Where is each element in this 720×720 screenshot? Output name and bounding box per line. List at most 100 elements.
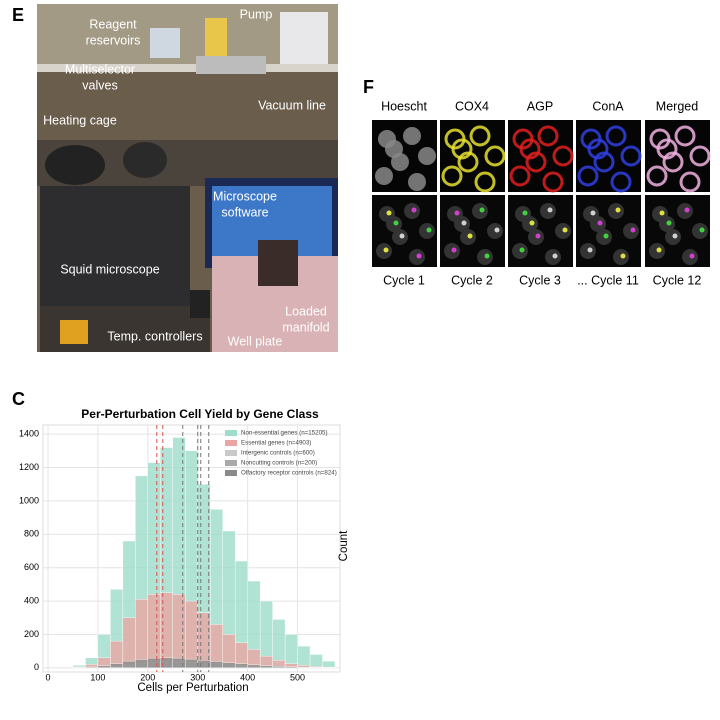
spot	[699, 227, 705, 233]
photo-annotation: Squid microscope	[60, 262, 159, 276]
cell	[679, 171, 701, 193]
cell	[593, 151, 615, 173]
histogram-bar	[147, 657, 161, 669]
cell	[484, 145, 506, 167]
panel-label: C	[12, 389, 25, 409]
spot	[461, 220, 467, 226]
y-tick-label: 1000	[19, 495, 39, 505]
cell	[577, 165, 599, 187]
histogram-bar	[234, 663, 248, 669]
x-axis-label: Cells per Perturbation	[137, 682, 248, 694]
spot	[426, 227, 432, 233]
channel-label: Merged	[656, 99, 698, 113]
cell	[457, 151, 479, 173]
spot	[484, 253, 490, 259]
spot	[603, 233, 609, 239]
y-tick-label: 1400	[19, 429, 39, 439]
y-tick-label: 200	[24, 629, 39, 639]
spot	[684, 207, 690, 213]
cell	[662, 151, 684, 173]
cycle-label: Cycle 1	[383, 273, 425, 287]
cell	[689, 145, 711, 167]
channel-label: COX4	[455, 99, 489, 113]
spot	[399, 233, 405, 239]
photo-annotation: Loaded	[285, 304, 327, 318]
cell	[646, 165, 668, 187]
legend-swatch	[225, 430, 237, 436]
histogram-bar	[147, 594, 161, 669]
photo-annotation: Reagent	[89, 17, 137, 31]
cell	[375, 167, 393, 185]
x-tick-label: 0	[45, 672, 50, 682]
photo-annotation: Microscope	[213, 189, 277, 203]
legend-label: Noncutting controls (n=200)	[241, 460, 317, 467]
photo-annotation: Heating cage	[43, 113, 117, 127]
histogram-bar	[160, 592, 173, 669]
cell	[385, 140, 403, 158]
histogram-bar	[135, 659, 149, 669]
cell	[509, 165, 531, 187]
spot	[689, 253, 695, 259]
channel-label: AGP	[527, 99, 553, 113]
cell	[525, 151, 547, 173]
cell	[519, 138, 541, 160]
x-tick-label: 400	[240, 672, 255, 682]
cell	[620, 145, 642, 167]
spot	[659, 210, 665, 216]
cycle-label: ... Cycle 11	[577, 273, 639, 287]
spot	[666, 220, 672, 226]
histogram-bar	[97, 665, 111, 669]
y-tick-label: 0	[34, 662, 39, 672]
channel-label: Hoescht	[381, 99, 427, 113]
spot	[562, 227, 568, 233]
cell	[403, 127, 421, 145]
spot	[656, 247, 662, 253]
cell	[451, 138, 473, 160]
histogram-bar	[247, 664, 261, 669]
spot	[547, 207, 553, 213]
histogram-bar	[172, 594, 186, 669]
spot	[416, 253, 422, 259]
histogram-bar	[297, 666, 311, 669]
histogram-bar	[172, 657, 186, 669]
spot	[454, 210, 460, 216]
microscopy-grid: Hoescht Cycle 1 COX4 Cycle 2 AGP Cycle 3 ConA.…	[372, 99, 711, 287]
spot	[552, 253, 558, 259]
x-tick-label: 500	[290, 672, 305, 682]
x-tick-label: 300	[190, 672, 205, 682]
histogram-bar	[135, 599, 149, 669]
legend-swatch	[225, 470, 237, 476]
channel-label: ConA	[592, 99, 624, 113]
spot	[620, 253, 626, 259]
cell	[610, 171, 632, 193]
histogram-bar	[85, 666, 99, 669]
legend-label: Non-essential genes (n=15205)	[241, 430, 328, 437]
cell	[408, 173, 426, 191]
spot	[615, 207, 621, 213]
histogram-bar	[122, 617, 136, 669]
histogram-bar	[272, 666, 286, 669]
photo-annotation: Well plate	[228, 334, 283, 348]
cycle-label: Cycle 2	[451, 273, 493, 287]
spot	[386, 210, 392, 216]
photo-annotation: software	[221, 205, 268, 219]
y-axis-label: Count	[338, 530, 350, 561]
spot	[393, 220, 399, 226]
cell	[474, 171, 496, 193]
cell	[552, 145, 574, 167]
cell	[441, 165, 463, 187]
photo-annotation: Pump	[240, 7, 273, 21]
photo-annotation: manifold	[282, 320, 329, 334]
histogram-bar	[222, 662, 236, 669]
histogram-bar	[210, 661, 223, 669]
histogram-bar	[259, 665, 273, 669]
histogram-bar	[185, 600, 198, 669]
cell	[469, 125, 491, 147]
spot	[479, 207, 485, 213]
panel-label: F	[363, 77, 374, 97]
spot	[597, 220, 603, 226]
photo-annotation: Vacuum line	[258, 98, 326, 112]
lab-photo	[37, 4, 338, 352]
spot	[494, 227, 500, 233]
cell	[587, 138, 609, 160]
